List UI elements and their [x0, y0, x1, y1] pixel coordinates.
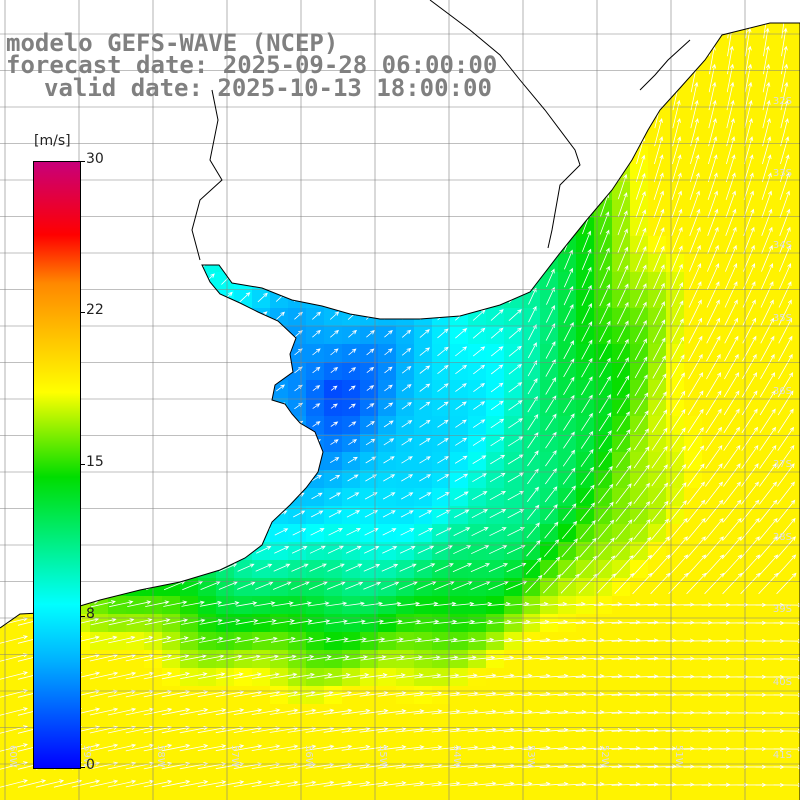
- lon-label: 59W: [81, 745, 92, 768]
- lat-label: 39S: [773, 604, 792, 615]
- coastline: [0, 22, 800, 800]
- lat-label: 32S: [773, 96, 792, 107]
- lat-label: 37S: [773, 459, 792, 470]
- lat-label: 33S: [773, 168, 792, 179]
- lon-label: 56W: [303, 745, 314, 768]
- lat-label: 36S: [773, 386, 792, 397]
- title-model: modelo GEFS-WAVE (NCEP): [6, 29, 339, 57]
- title-valid-date: valid date: 2025-10-13 18:00:00: [44, 74, 492, 102]
- lat-label: 38S: [773, 532, 792, 543]
- lon-label: 60W: [7, 745, 18, 768]
- lat-label: 35S: [773, 313, 792, 324]
- lat-label: 34S: [773, 240, 792, 251]
- lon-label: 55W: [377, 745, 388, 768]
- border-line: [429, 0, 581, 249]
- lon-label: 57W: [229, 745, 240, 768]
- lon-label: 53W: [525, 745, 536, 768]
- lon-label: 54W: [451, 745, 462, 768]
- title-forecast-date: forecast date: 2025-09-28 06:00:00: [6, 51, 498, 79]
- lon-label: 51W: [673, 745, 684, 768]
- lon-label: 52W: [599, 745, 610, 768]
- border-line: [639, 39, 691, 91]
- lat-label: 40S: [773, 677, 792, 688]
- border-line: [191, 89, 223, 261]
- lat-label: 41S: [773, 750, 792, 761]
- lon-label: 58W: [155, 745, 166, 768]
